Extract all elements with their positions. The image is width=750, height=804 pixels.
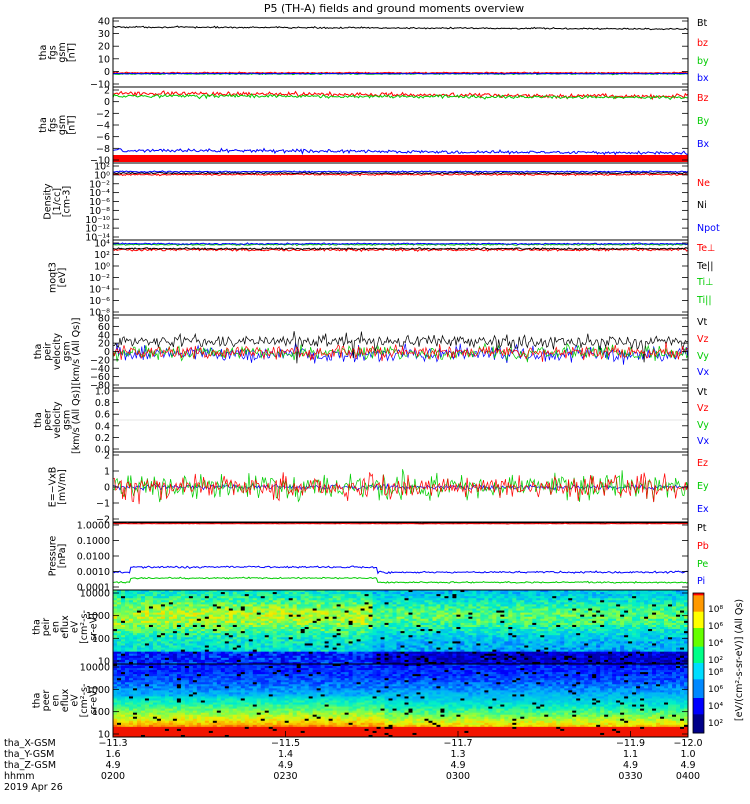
red-band — [113, 155, 688, 162]
ylabel-line: [nT] — [66, 115, 77, 134]
ytick-label: 1.0 — [95, 387, 110, 398]
series-Npot-line — [113, 171, 688, 173]
ylabel-line: [km/s (All Qs)] — [71, 318, 82, 386]
ytick-label: 0.8 — [95, 398, 110, 409]
series-Pt-line — [113, 523, 688, 524]
spectrogram — [113, 590, 688, 664]
ytick-label: 1.0000 — [77, 521, 110, 532]
series-Bt-line — [113, 26, 688, 30]
legend-label: Vt — [697, 317, 707, 328]
legend-label: Pi — [697, 576, 705, 587]
ytick-label: 0 — [104, 67, 110, 78]
series-Bx-line — [113, 149, 688, 155]
legend-label: Pb — [697, 541, 709, 552]
series-Ez-line — [113, 472, 688, 504]
ytick-label: 0 — [104, 483, 110, 494]
legend-label: Vt — [697, 387, 707, 398]
ytick-label: 40 — [98, 17, 110, 28]
ylabel-line: [mV/m] — [57, 469, 68, 505]
legend-label: Ti⊥ — [696, 277, 713, 288]
legend-label: Vx — [697, 436, 709, 447]
ytick-label: 0.0100 — [77, 552, 110, 563]
ylabel-line: [nPa] — [57, 544, 68, 569]
ytick-label: 10 — [98, 54, 110, 65]
legend-label: Ni — [697, 200, 707, 211]
ytick-label: 0 — [104, 97, 110, 108]
panels: 403020100−10thafgsgsm[nT]Btbzbybx20−2−4−… — [32, 17, 720, 741]
legend-label: Vx — [697, 367, 709, 378]
ytick-label: −6 — [96, 132, 110, 143]
legend-label: Npot — [697, 223, 720, 234]
panel-6: 1.00.80.60.40.20.0thapeervelocitygsm[km/… — [33, 386, 709, 455]
panel-5: 806040200−20−40−60−80thapeirvelocitygsm[… — [33, 314, 709, 392]
ytick-label: −8 — [96, 144, 110, 155]
legend-label: Vz — [697, 403, 709, 414]
series-Pi-line — [113, 566, 688, 573]
ytick-label: 10⁻⁶ — [89, 296, 110, 307]
ytick-label: −4 — [96, 121, 110, 132]
ytick-label: 10⁻² — [89, 273, 110, 284]
legend-label: Te⊥ — [696, 243, 715, 254]
legend-label: bx — [697, 73, 709, 84]
panel-9: 10000100010010thapeirenefluxeV[cm²-s-sr-… — [32, 589, 689, 668]
ytick-label: 30 — [98, 29, 110, 40]
legend-label: by — [697, 56, 709, 67]
ytick-label: 2 — [104, 451, 110, 462]
legend-label: Ne — [697, 178, 710, 189]
ylabel-line: [eV] — [57, 268, 68, 288]
figure-title: P5 (TH-A) fields and ground moments over… — [264, 2, 524, 15]
legend-label: bz — [697, 38, 708, 49]
panel-4: 10⁴10²10⁰10⁻²10⁻⁴10⁻⁶10⁻⁸moqt3[eV]Te⊥Te|… — [47, 239, 715, 319]
series-Ni-line — [113, 172, 688, 174]
ytick-label: 20 — [98, 42, 110, 53]
ylabel-line: [km/s (All Qs)] — [71, 386, 82, 454]
ytick-label: 0.6 — [95, 410, 110, 421]
ytick-label: 0.4 — [95, 421, 110, 432]
ytick-label: 10⁰ — [94, 262, 110, 273]
ytick-label: 2 — [104, 86, 110, 97]
ytick-label: −2 — [96, 109, 110, 120]
panel-frame — [113, 240, 688, 315]
legend-label: Pe — [697, 559, 708, 570]
series-Pb-line — [113, 523, 688, 524]
series-Vx-line — [113, 343, 688, 364]
ytick-label: 0.2 — [95, 433, 110, 444]
panel-frame — [113, 522, 688, 590]
ytick-label: 1 — [104, 467, 110, 478]
legend-label: Bt — [697, 18, 708, 29]
ytick-label: −1 — [96, 499, 110, 510]
legend-label: By — [697, 116, 710, 127]
legend-label: Pt — [697, 523, 707, 534]
legend-label: Ez — [697, 458, 708, 469]
ytick-label: 0.0010 — [77, 567, 110, 578]
legend-label: Bx — [697, 139, 710, 150]
legend-label: Ti|| — [696, 295, 712, 306]
ylabel-line: [nT] — [66, 43, 77, 62]
panel-3: 10²10⁰10⁻²10⁻⁴10⁻⁶10⁻⁸10⁻¹⁰10⁻¹²10⁻¹⁴Den… — [43, 162, 720, 244]
ylabel-line: [cm-3] — [62, 186, 73, 217]
series-Pe-line — [113, 577, 688, 583]
ytick-label: 10² — [94, 250, 110, 261]
ytick-label: 10⁻⁴ — [89, 285, 110, 296]
legend-label: Vy — [697, 420, 709, 431]
legend-label: Ey — [697, 481, 709, 492]
legend-label: Ex — [697, 504, 709, 515]
legend-label: Bz — [697, 93, 709, 104]
legend-label: Vz — [697, 334, 709, 345]
ytick-label: 10⁴ — [94, 239, 110, 250]
panel-8: 1.00000.10000.01000.00100.0001Pressure[n… — [47, 521, 709, 594]
legend-label: Vy — [697, 351, 709, 362]
ytick-label: 0.1000 — [77, 536, 110, 547]
legend-label: Te|| — [696, 261, 713, 272]
